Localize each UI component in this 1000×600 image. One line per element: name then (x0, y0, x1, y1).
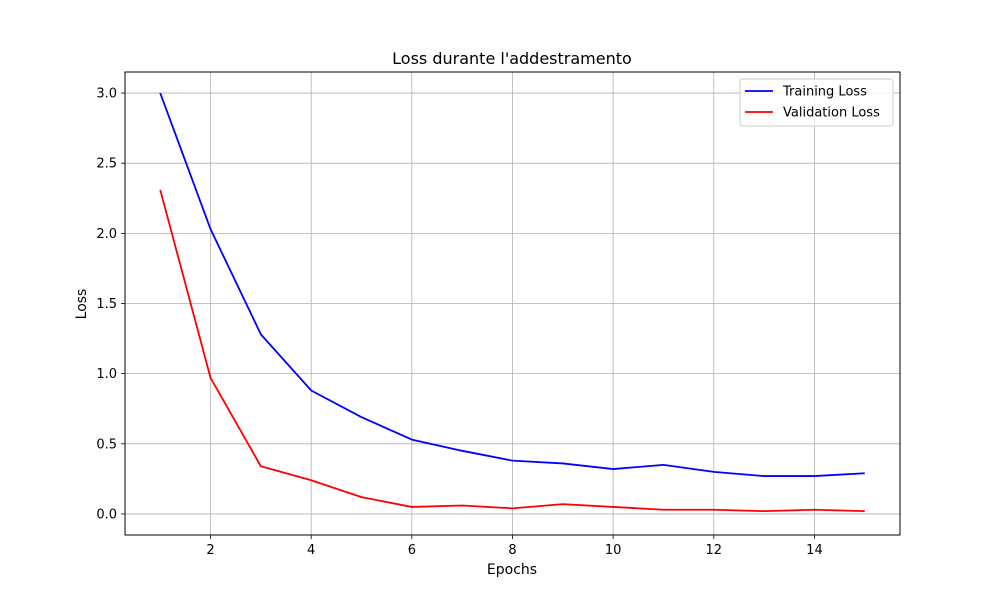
x-tick-label: 6 (408, 543, 416, 558)
legend-box (739, 78, 894, 127)
legend: Training Loss Validation Loss (739, 78, 894, 127)
x-tick-label: 4 (307, 543, 315, 558)
series-layer (159, 92, 865, 513)
legend-label-validation-loss: Validation Loss (783, 106, 880, 121)
y-axis: 0.0 0.5 1.0 1.5 2.0 2.5 3.0 (96, 87, 125, 522)
training-loss-line (159, 92, 865, 477)
y-tick-label: 2.5 (96, 157, 117, 172)
chart-title: Loss durante l'addestramento (392, 49, 632, 68)
y-tick-label: 3.0 (96, 87, 117, 102)
y-tick-label: 0.0 (96, 507, 117, 522)
x-tick-label: 2 (206, 543, 214, 558)
x-axis: 2 4 6 8 10 12 14 (206, 535, 823, 558)
y-tick-label: 0.5 (96, 437, 117, 452)
x-axis-label: Epochs (487, 562, 537, 578)
x-tick-label: 12 (706, 543, 723, 558)
x-tick-label: 10 (605, 543, 622, 558)
validation-loss-line (159, 189, 865, 513)
y-tick-label: 1.5 (96, 297, 117, 312)
x-tick-label: 14 (806, 543, 823, 558)
grid (125, 72, 900, 535)
legend-label-training-loss: Training Loss (782, 85, 867, 100)
y-tick-label: 1.0 (96, 367, 117, 382)
x-tick-label: 8 (508, 543, 516, 558)
y-tick-label: 2.0 (96, 227, 117, 242)
y-axis-label: Loss (74, 289, 90, 320)
